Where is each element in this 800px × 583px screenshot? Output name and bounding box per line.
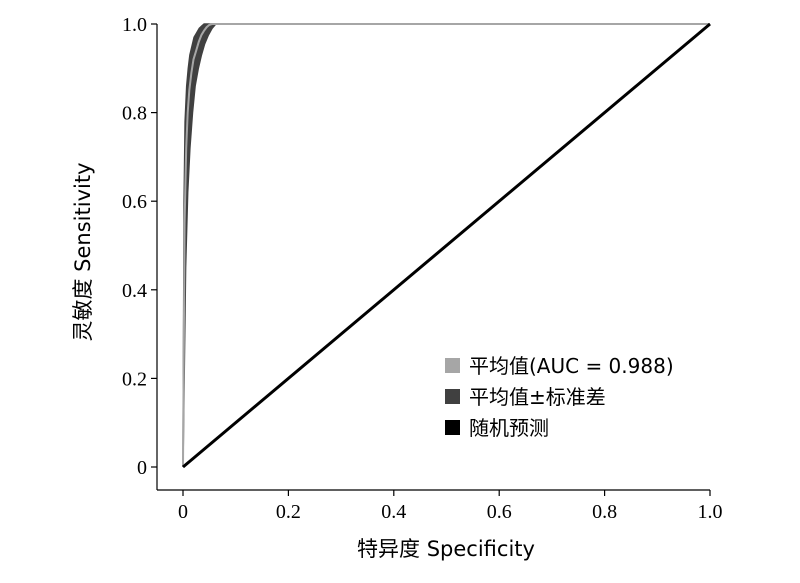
x-tick-label: 0.8	[592, 501, 617, 523]
y-tick-label: 0.8	[122, 103, 147, 125]
y-tick-label: 0	[137, 457, 147, 479]
legend-swatch-random	[445, 420, 460, 435]
std-band	[182, 23, 710, 468]
legend-swatch-std	[445, 389, 460, 404]
legend: 平均值(AUC = 0.988) 平均值±标准差 随机预测	[445, 354, 674, 440]
x-tick-label: 0.2	[276, 501, 301, 523]
y-tick-label: 0.4	[122, 280, 147, 302]
y-axis-title: 灵敏度 Sensitivity	[71, 162, 95, 341]
random-line	[182, 22, 711, 469]
x-tick-label: 0	[178, 501, 188, 523]
y-tick-label: 0.2	[122, 368, 147, 390]
legend-label-mean: 平均值(AUC = 0.988)	[469, 354, 674, 378]
x-axis-title: 特异度 Specificity	[357, 537, 535, 561]
legend-swatch-mean	[445, 358, 460, 373]
legend-label-std: 平均值±标准差	[469, 385, 606, 409]
y-tick-label: 1.0	[122, 14, 147, 36]
axes: 0 0.2 0.4 0.6 0.8 1.0 0 0.2 0.4 0.6 0.8 1.0	[122, 14, 723, 523]
legend-label-random: 随机预测	[469, 416, 549, 440]
plot-area	[182, 22, 711, 469]
y-tick-label: 0.6	[122, 191, 147, 213]
x-tick-label: 0.4	[381, 501, 406, 523]
x-tick-label: 0.6	[487, 501, 512, 523]
mean-roc-line	[182, 23, 710, 468]
x-tick-label: 1.0	[698, 501, 723, 523]
